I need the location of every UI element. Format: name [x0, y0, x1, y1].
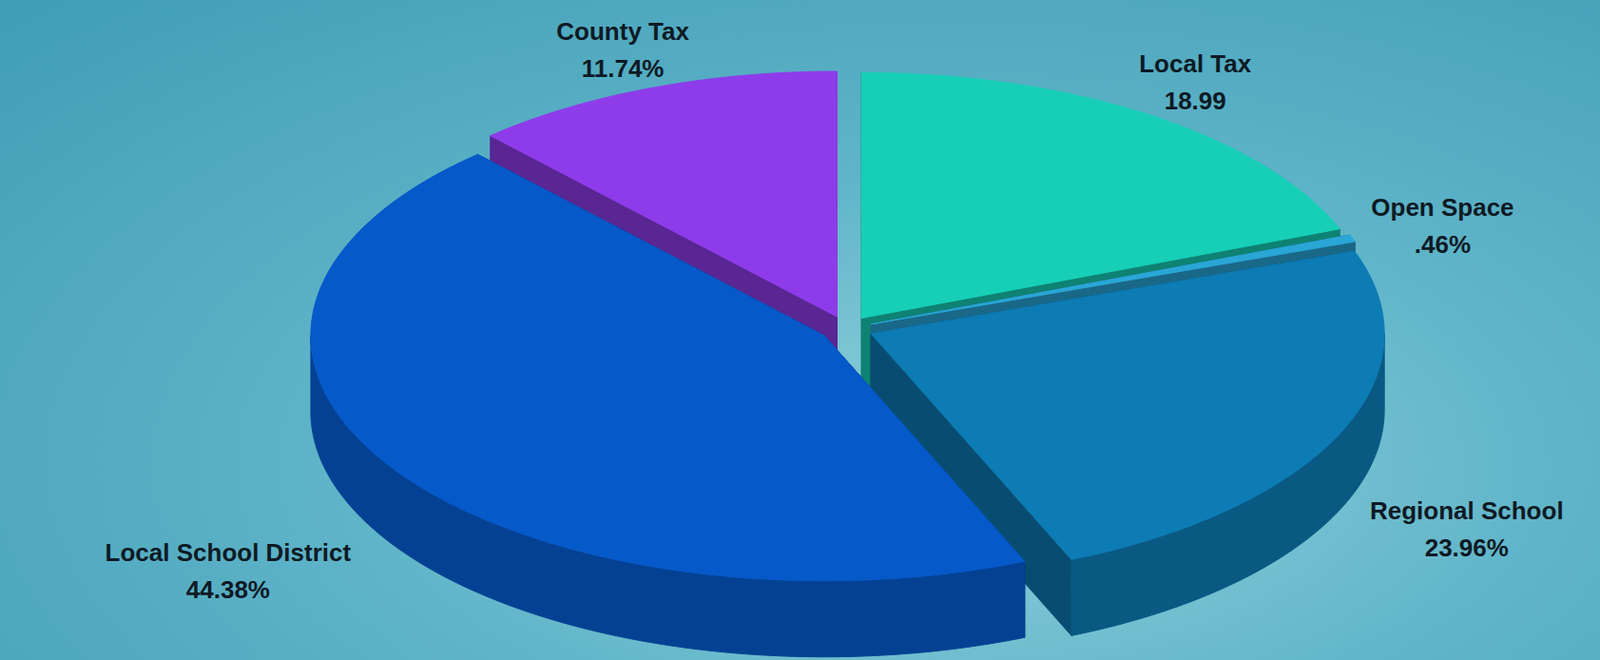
svg-text:Regional School23.96%: Regional School23.96% — [1369, 496, 1564, 562]
svg-text:Open Space.46%: Open Space.46% — [1370, 192, 1514, 259]
svg-text:County Tax11.74%: County Tax11.74% — [556, 17, 690, 83]
svg-text:Local Tax18.99: Local Tax18.99 — [1138, 49, 1253, 116]
svg-text:Local School District44.38%: Local School District44.38% — [105, 538, 352, 604]
